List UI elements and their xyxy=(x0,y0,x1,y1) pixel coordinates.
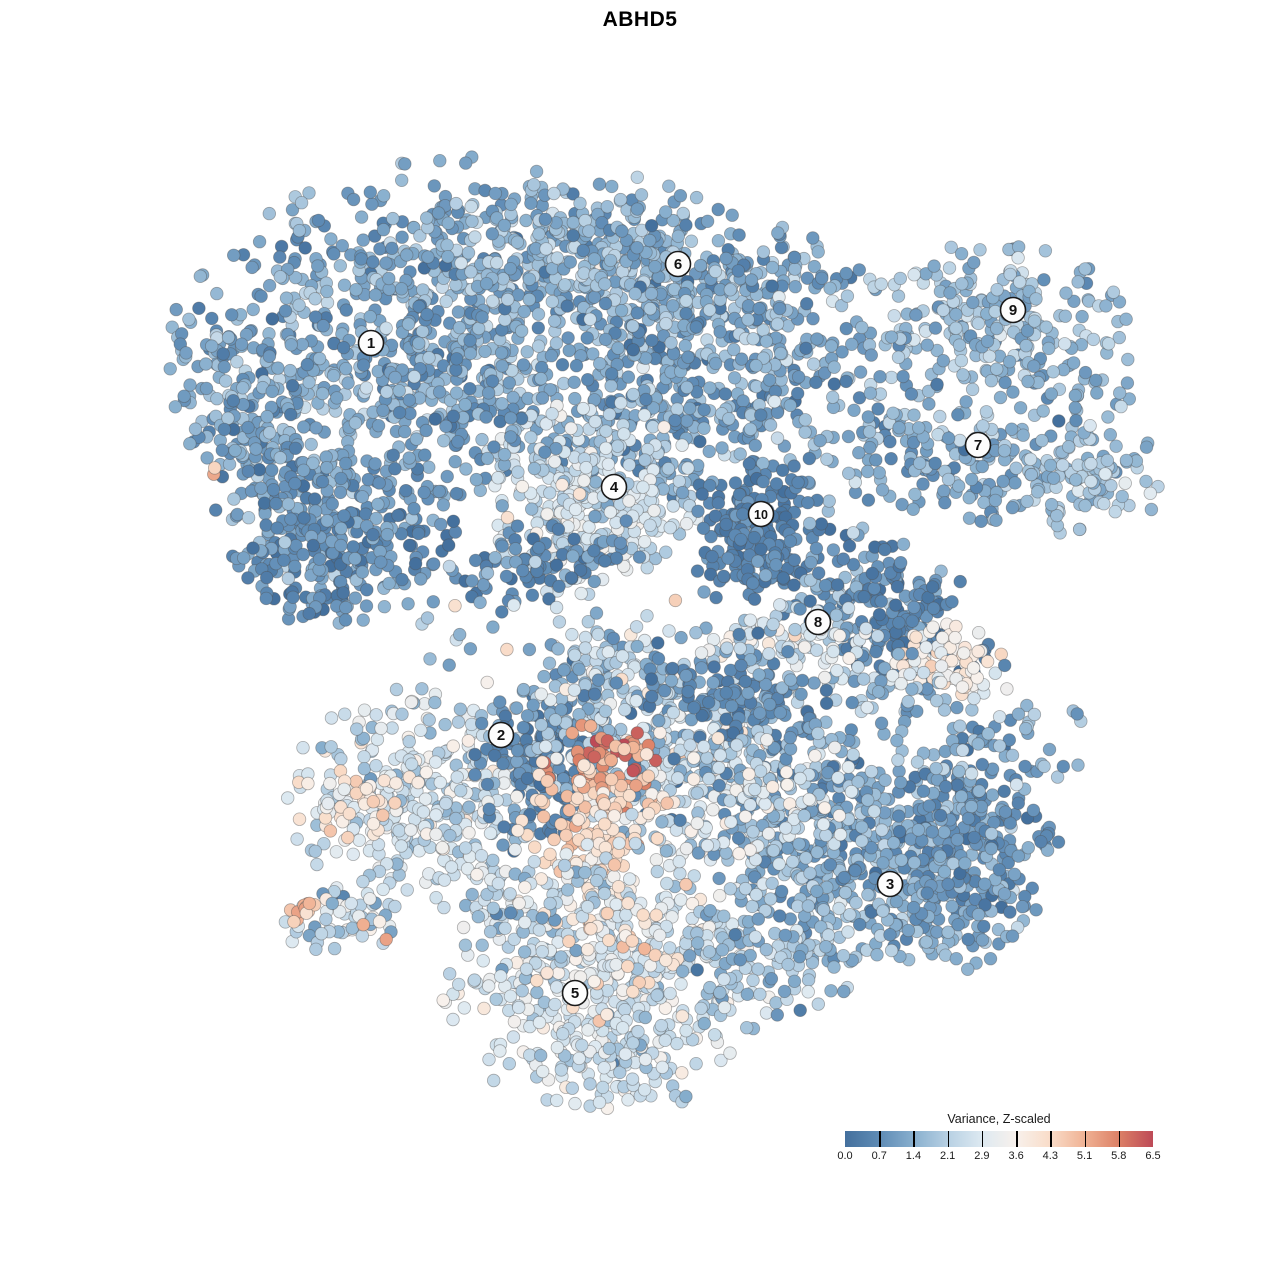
cluster-label-1: 1 xyxy=(357,329,385,357)
legend-tick-mark xyxy=(879,1131,881,1147)
legend-title: Variance, Z-scaled xyxy=(947,1112,1051,1126)
legend-tick-label: 6.5 xyxy=(1145,1150,1161,1162)
legend-tick-mark xyxy=(1084,1131,1087,1147)
legend-tick-mark xyxy=(947,1131,950,1147)
legend-tick-mark xyxy=(1016,1131,1018,1147)
cluster-label-2: 2 xyxy=(487,721,515,749)
legend-tick-label: 3.6 xyxy=(1008,1150,1024,1162)
legend: Variance, Z-scaled 0.0 0.7 1.4 2.1 2.9 3.6 4.3… xyxy=(837,1112,1160,1164)
legend-tick-mark xyxy=(1118,1131,1121,1147)
cluster-label-5: 5 xyxy=(561,979,589,1007)
cluster-label-3: 3 xyxy=(876,870,904,898)
data-points xyxy=(163,150,1165,1115)
legend-tick-label: 2.9 xyxy=(974,1150,990,1162)
legend-tick-label: 0.7 xyxy=(871,1150,887,1162)
legend-tick-label: 2.1 xyxy=(940,1150,956,1162)
legend-tick-label: 0.0 xyxy=(837,1150,853,1162)
legend-tick-label: 4.3 xyxy=(1042,1150,1058,1162)
legend-tick-mark xyxy=(913,1131,915,1147)
legend-tick-label: 1.4 xyxy=(905,1150,922,1162)
cluster-label-badges: 1 2 3 4 5 6 7 8 9 10 xyxy=(357,250,1027,1007)
cluster-label-4: 4 xyxy=(600,473,628,501)
legend-tick-label: 5.1 xyxy=(1076,1150,1093,1162)
plot-title: ABHD5 xyxy=(602,8,678,31)
cluster-label-9: 9 xyxy=(999,296,1027,324)
cluster-label-8: 8 xyxy=(804,608,832,636)
legend-tick-label: 5.8 xyxy=(1111,1150,1127,1162)
legend-tick-labels: 0.0 0.7 1.4 2.1 2.9 3.6 4.3 5.1 5.8 6.5 xyxy=(837,1150,1160,1164)
legend-tick-mark xyxy=(1050,1131,1052,1147)
legend-colorbar xyxy=(845,1131,1153,1147)
legend-tick-mark xyxy=(981,1131,984,1147)
cluster-label-10: 10 xyxy=(747,500,775,528)
cluster-label-7: 7 xyxy=(964,431,992,459)
cluster-label-6: 6 xyxy=(664,250,692,278)
